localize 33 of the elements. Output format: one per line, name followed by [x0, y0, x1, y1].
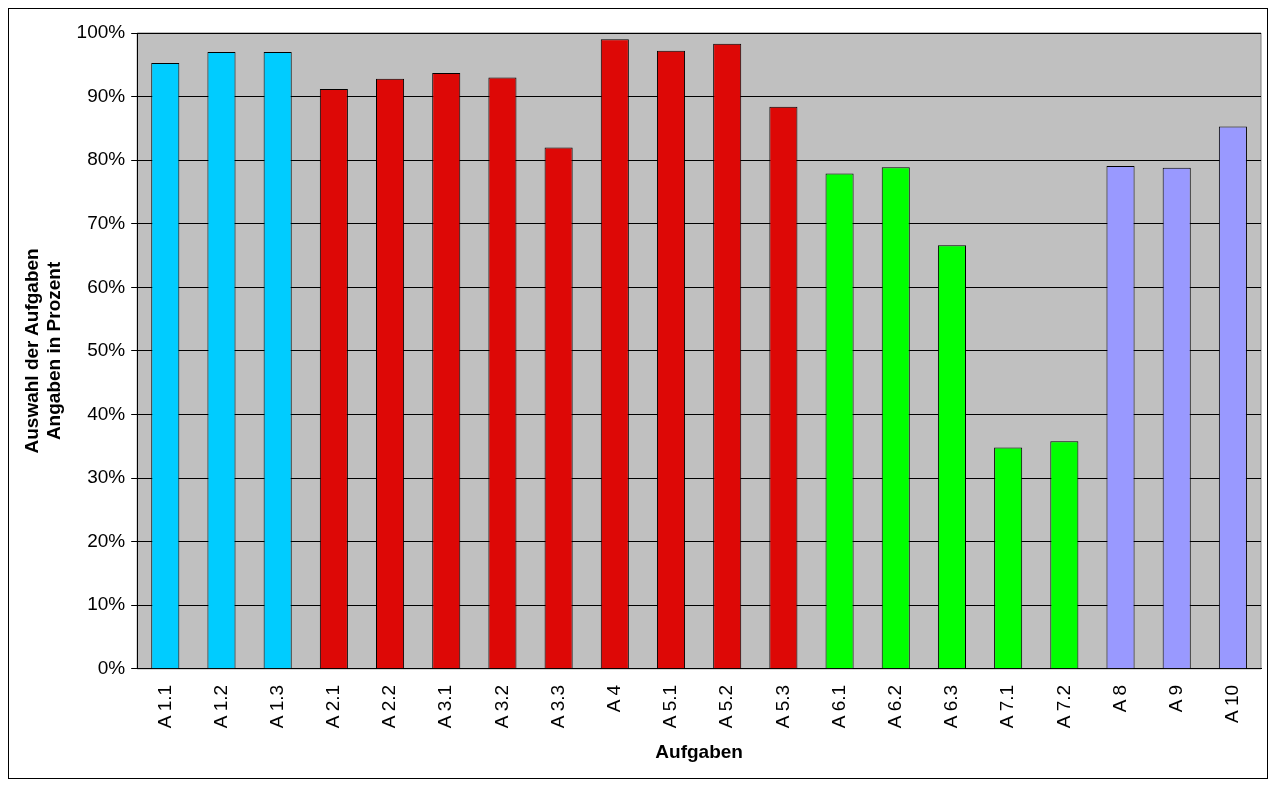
y-tick-label: 90%: [87, 84, 126, 106]
x-tick-label: A 7.2: [1052, 684, 1074, 729]
x-tick-label: A 2.2: [378, 684, 400, 729]
y-tick-label: 0%: [97, 657, 126, 679]
x-tick-label: A 6.3: [940, 684, 962, 729]
x-tick-label: A 8: [1108, 684, 1130, 713]
x-tick-label: A 6.1: [827, 684, 849, 729]
x-tick-label: A 3.2: [490, 684, 512, 729]
y-tick-label: 20%: [87, 529, 126, 551]
x-tick-label: A 4: [603, 684, 625, 713]
x-tick-label: A 9: [1164, 684, 1186, 713]
x-axis-title: Aufgaben: [655, 740, 743, 762]
x-tick-label: A 10: [1221, 684, 1243, 723]
x-tick-label: A 1.1: [153, 684, 175, 729]
x-tick-label: A 1.3: [265, 684, 287, 729]
x-tick-label: A 3.1: [434, 684, 456, 729]
y-tick-label: 30%: [87, 466, 126, 488]
x-tick-label: A 5.2: [715, 684, 737, 729]
y-axis-title: Auswahl der Aufgaben Angaben in Prozent: [20, 248, 65, 454]
x-tick-label: A 5.1: [659, 684, 681, 729]
y-tick-label: 10%: [87, 593, 126, 615]
y-tick-label: 70%: [87, 211, 126, 233]
x-tick-label: A 1.2: [209, 684, 231, 729]
x-tick-label: A 2.1: [322, 684, 344, 729]
x-tick-label: A 6.2: [884, 684, 905, 729]
y-tick-label: 80%: [87, 148, 126, 170]
x-tick-label: A 5.3: [771, 684, 793, 729]
y-tick-label: 60%: [87, 275, 126, 297]
x-tick-label: A 7.1: [996, 684, 1018, 729]
y-tick-label: 50%: [87, 339, 126, 361]
y-tick-label: 40%: [87, 402, 126, 424]
x-tick-label: A 3.3: [546, 684, 568, 729]
y-tick-label: 100%: [76, 21, 126, 43]
